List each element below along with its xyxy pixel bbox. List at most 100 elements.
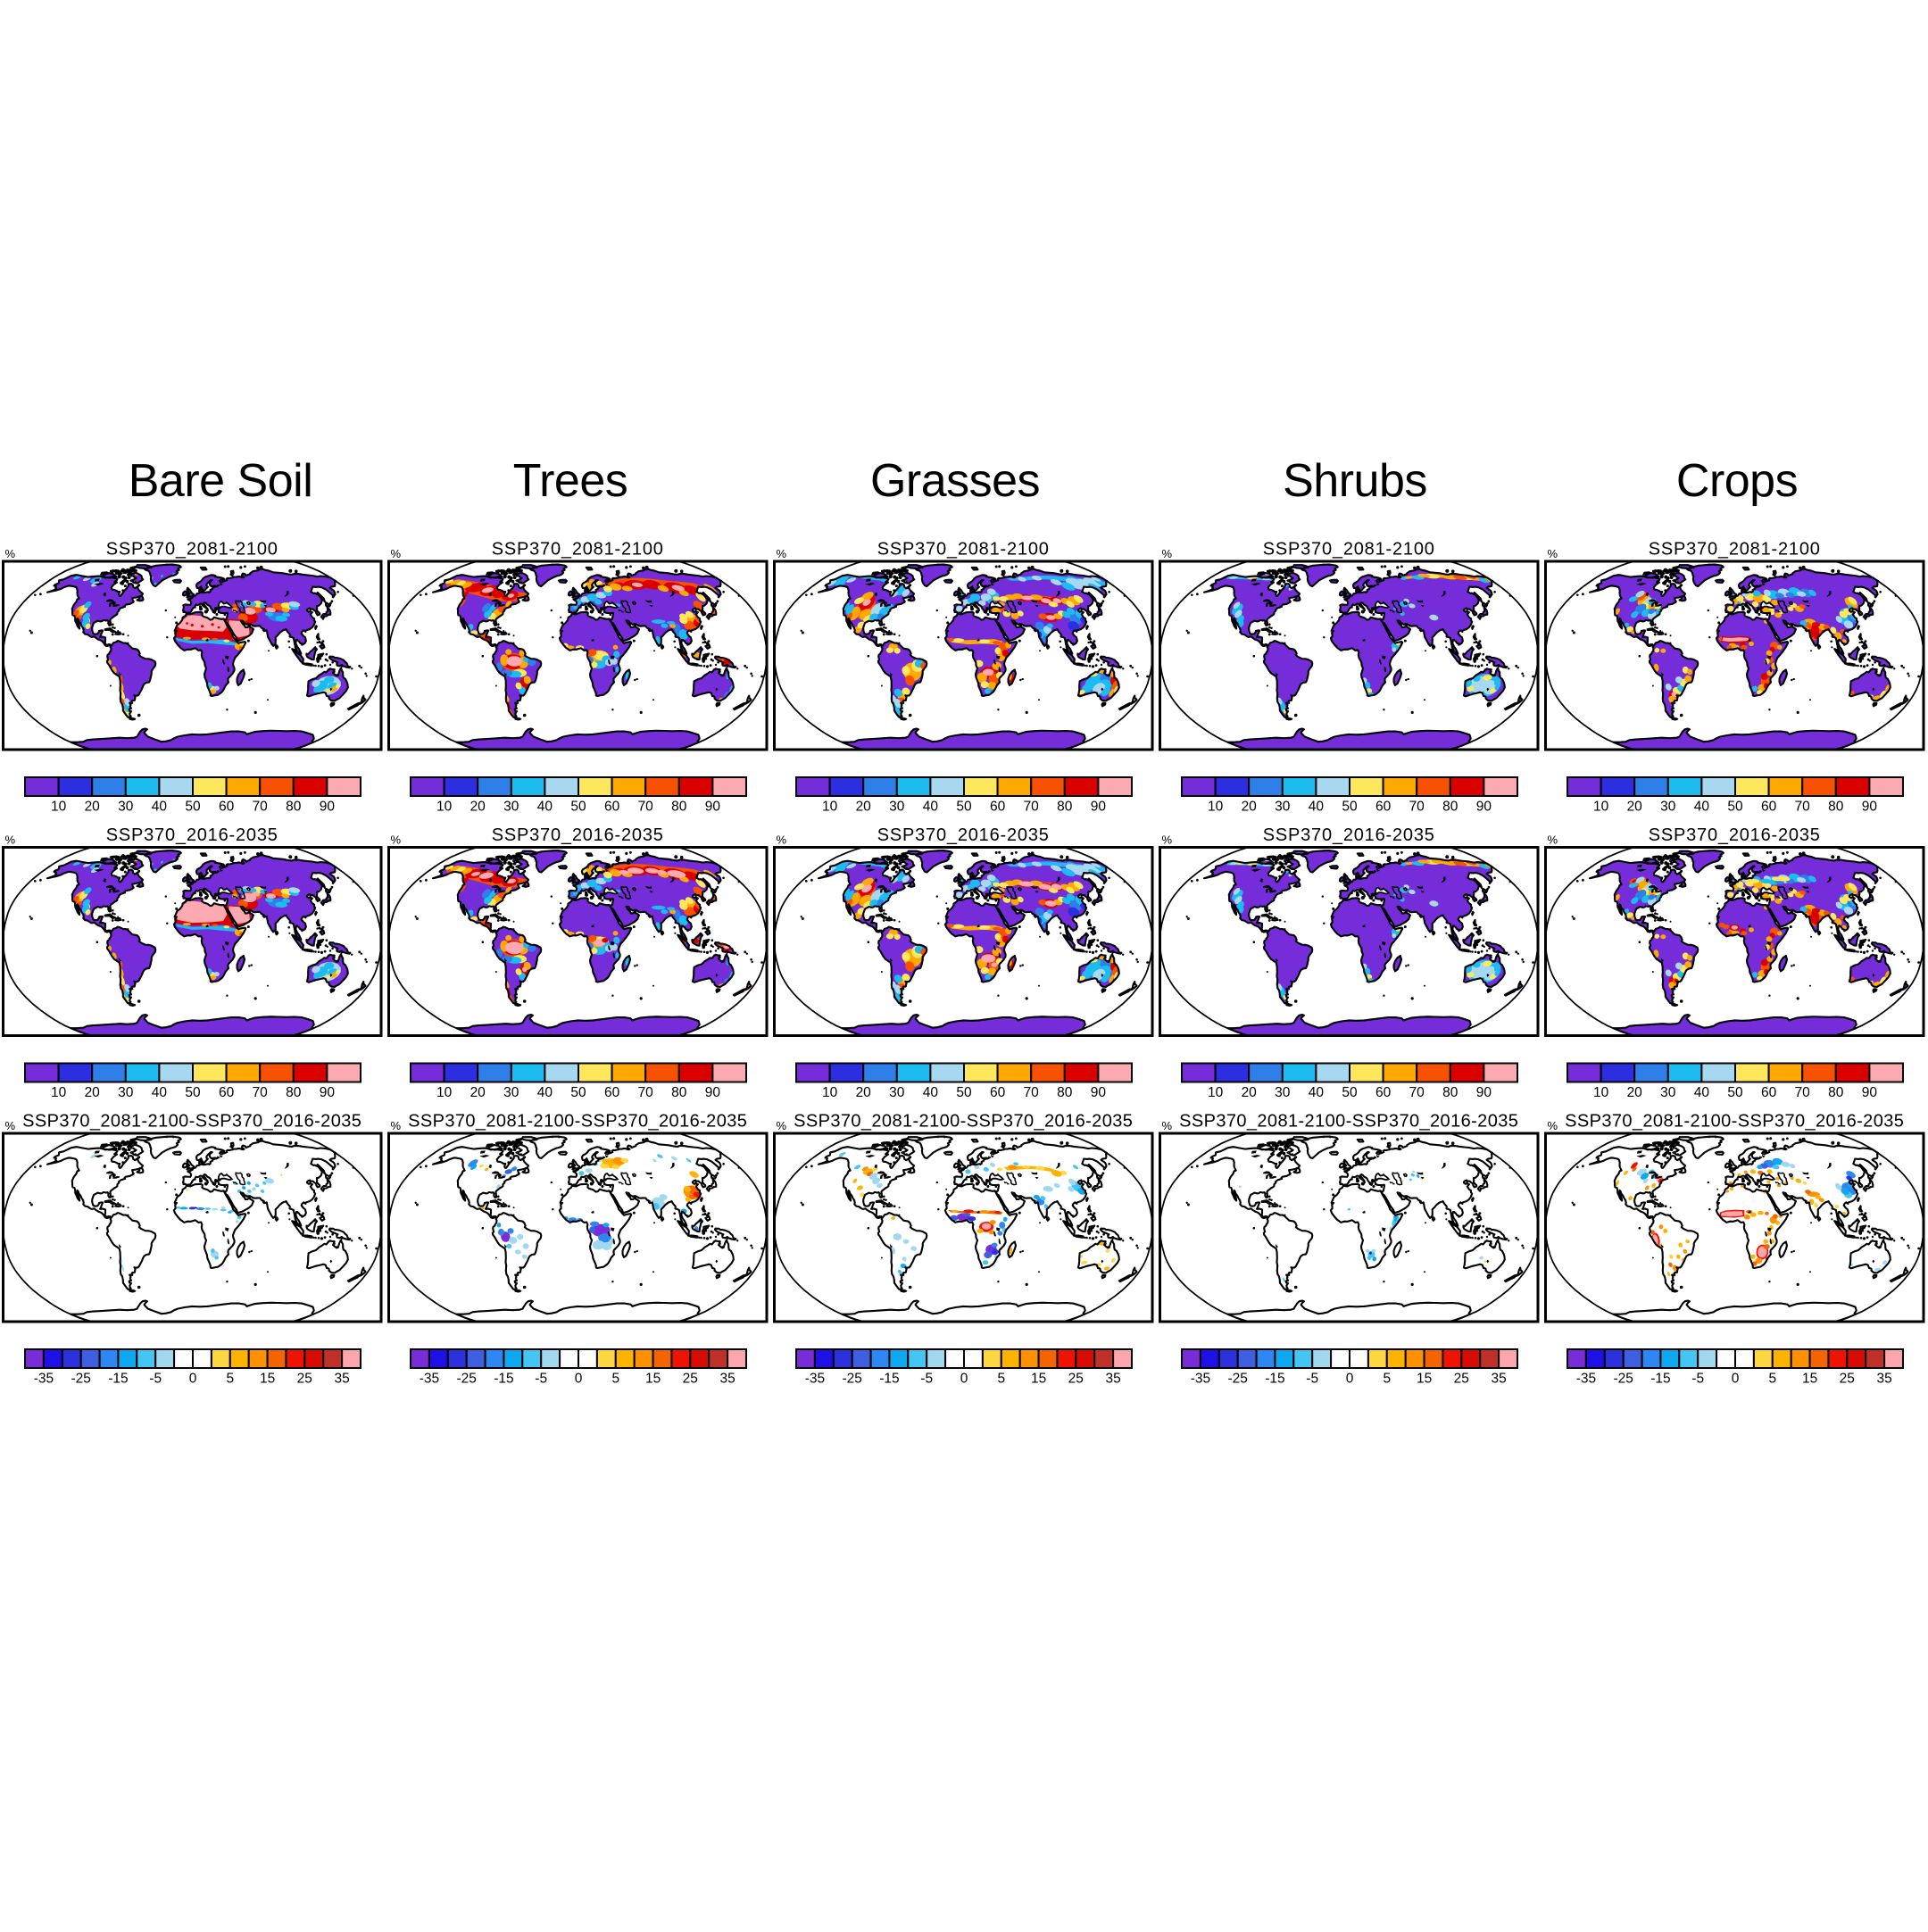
svg-text:0: 0 <box>189 1372 197 1387</box>
svg-text:20: 20 <box>470 800 486 815</box>
svg-text:60: 60 <box>1375 800 1392 815</box>
svg-text:60: 60 <box>990 800 1006 815</box>
svg-text:SSP370_2081-2100-SSP370_2016-2: SSP370_2081-2100-SSP370_2016-2035 <box>1565 1112 1904 1132</box>
svg-text:90: 90 <box>1476 800 1492 815</box>
svg-text:30: 30 <box>118 1085 134 1100</box>
svg-text:70: 70 <box>638 1085 654 1100</box>
svg-text:SSP370_2016-2035: SSP370_2016-2035 <box>1649 825 1821 845</box>
svg-text:10: 10 <box>1208 800 1224 815</box>
svg-text:-25: -25 <box>1613 1372 1633 1387</box>
svg-text:%: % <box>1162 1119 1173 1132</box>
svg-text:-15: -15 <box>879 1372 899 1387</box>
svg-text:20: 20 <box>85 800 101 815</box>
svg-text:40: 40 <box>1309 1085 1325 1100</box>
svg-text:20: 20 <box>856 1085 872 1100</box>
svg-text:90: 90 <box>705 1085 721 1100</box>
svg-text:50: 50 <box>1727 800 1743 815</box>
svg-text:%: % <box>1548 1119 1558 1132</box>
svg-text:10: 10 <box>436 800 453 815</box>
svg-text:SSP370_2081-2100-SSP370_2016-2: SSP370_2081-2100-SSP370_2016-2035 <box>794 1112 1133 1132</box>
svg-text:60: 60 <box>219 1085 235 1100</box>
svg-text:15: 15 <box>1031 1372 1046 1387</box>
svg-text:30: 30 <box>1275 1085 1291 1100</box>
svg-text:Crops: Crops <box>1676 455 1798 507</box>
svg-text:50: 50 <box>570 800 586 815</box>
svg-text:0: 0 <box>575 1372 583 1387</box>
svg-text:SSP370_2081-2100: SSP370_2081-2100 <box>1649 540 1821 560</box>
svg-text:10: 10 <box>436 1085 453 1100</box>
svg-text:5: 5 <box>1768 1372 1776 1387</box>
svg-text:15: 15 <box>1802 1372 1817 1387</box>
svg-text:90: 90 <box>705 800 721 815</box>
svg-text:SSP370_2081-2100-SSP370_2016-2: SSP370_2081-2100-SSP370_2016-2035 <box>408 1112 747 1132</box>
svg-text:35: 35 <box>1491 1372 1506 1387</box>
svg-text:80: 80 <box>671 800 687 815</box>
svg-text:SSP370_2081-2100-SSP370_2016-2: SSP370_2081-2100-SSP370_2016-2035 <box>1179 1112 1518 1132</box>
svg-text:60: 60 <box>219 800 235 815</box>
svg-text:-35: -35 <box>1191 1372 1210 1387</box>
svg-text:25: 25 <box>1068 1372 1084 1387</box>
svg-text:-15: -15 <box>1650 1372 1670 1387</box>
svg-text:25: 25 <box>1454 1372 1469 1387</box>
svg-text:70: 70 <box>1024 1085 1040 1100</box>
svg-text:50: 50 <box>1727 1085 1743 1100</box>
svg-text:90: 90 <box>1091 800 1107 815</box>
svg-text:40: 40 <box>1309 800 1325 815</box>
svg-text:10: 10 <box>1593 800 1609 815</box>
svg-text:-25: -25 <box>71 1372 90 1387</box>
svg-text:SSP370_2081-2100: SSP370_2081-2100 <box>492 540 664 560</box>
svg-text:-25: -25 <box>456 1372 476 1387</box>
svg-text:60: 60 <box>604 800 620 815</box>
svg-text:-15: -15 <box>108 1372 128 1387</box>
svg-text:90: 90 <box>1091 1085 1107 1100</box>
svg-text:80: 80 <box>286 800 302 815</box>
svg-text:SSP370_2081-2100: SSP370_2081-2100 <box>106 540 278 560</box>
svg-text:0: 0 <box>1732 1372 1740 1387</box>
svg-text:50: 50 <box>185 800 201 815</box>
svg-text:SSP370_2016-2035: SSP370_2016-2035 <box>1263 825 1435 845</box>
svg-text:%: % <box>5 1119 16 1132</box>
svg-text:5: 5 <box>1383 1372 1391 1387</box>
svg-text:-25: -25 <box>842 1372 861 1387</box>
svg-text:60: 60 <box>1375 1085 1392 1100</box>
svg-text:30: 30 <box>1275 800 1291 815</box>
svg-text:%: % <box>777 833 787 847</box>
svg-text:0: 0 <box>1346 1372 1354 1387</box>
svg-text:80: 80 <box>671 1085 687 1100</box>
svg-text:60: 60 <box>1761 1085 1777 1100</box>
svg-text:%: % <box>391 833 402 847</box>
svg-text:30: 30 <box>503 800 519 815</box>
svg-text:30: 30 <box>1660 800 1676 815</box>
svg-text:10: 10 <box>822 800 838 815</box>
svg-text:70: 70 <box>253 1085 269 1100</box>
svg-text:80: 80 <box>1828 1085 1844 1100</box>
svg-text:20: 20 <box>1242 1085 1258 1100</box>
svg-text:25: 25 <box>1840 1372 1855 1387</box>
svg-text:-35: -35 <box>34 1372 54 1387</box>
svg-text:10: 10 <box>1593 1085 1609 1100</box>
svg-text:50: 50 <box>185 1085 201 1100</box>
svg-text:80: 80 <box>286 1085 302 1100</box>
svg-text:20: 20 <box>1242 800 1258 815</box>
svg-text:70: 70 <box>1795 1085 1811 1100</box>
svg-text:35: 35 <box>1105 1372 1120 1387</box>
svg-text:5: 5 <box>997 1372 1005 1387</box>
svg-text:35: 35 <box>1876 1372 1891 1387</box>
svg-text:70: 70 <box>1024 800 1040 815</box>
svg-text:30: 30 <box>889 1085 905 1100</box>
svg-text:Grasses: Grasses <box>870 455 1040 507</box>
svg-text:80: 80 <box>1057 800 1073 815</box>
svg-text:70: 70 <box>1409 800 1425 815</box>
svg-text:-35: -35 <box>805 1372 825 1387</box>
svg-text:5: 5 <box>226 1372 234 1387</box>
svg-text:10: 10 <box>51 1085 67 1100</box>
svg-text:-35: -35 <box>420 1372 439 1387</box>
svg-text:50: 50 <box>1342 800 1358 815</box>
svg-text:35: 35 <box>334 1372 349 1387</box>
svg-text:40: 40 <box>152 800 168 815</box>
svg-text:80: 80 <box>1442 1085 1458 1100</box>
svg-text:-35: -35 <box>1576 1372 1596 1387</box>
svg-text:%: % <box>5 547 16 560</box>
svg-text:Bare Soil: Bare Soil <box>129 455 313 507</box>
svg-text:60: 60 <box>604 1085 620 1100</box>
